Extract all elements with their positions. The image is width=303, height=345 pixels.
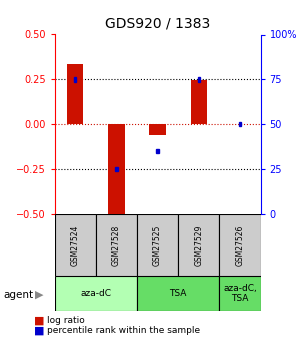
Bar [198,77,200,81]
Bar [96,214,137,276]
Bar [55,214,96,276]
Text: percentile rank within the sample: percentile rank within the sample [47,326,200,335]
Text: aza-dC,
TSA: aza-dC, TSA [223,284,257,303]
Text: ■: ■ [34,326,45,335]
Text: GSM27528: GSM27528 [112,224,121,266]
Text: agent: agent [3,290,33,300]
Bar [191,80,207,124]
Bar [219,214,261,276]
Bar [137,276,219,310]
Text: ■: ■ [34,315,45,325]
Bar [67,64,83,124]
Bar [74,77,76,81]
Text: GSM27526: GSM27526 [235,224,245,266]
Bar [149,124,166,135]
Text: GSM27524: GSM27524 [71,224,80,266]
Text: GSM27525: GSM27525 [153,224,162,266]
Text: aza-dC: aza-dC [80,289,111,298]
Bar [219,276,261,310]
Bar [108,124,125,217]
Text: GSM27529: GSM27529 [194,224,203,266]
Text: log ratio: log ratio [47,316,85,325]
Bar [156,149,159,153]
Bar [239,122,241,126]
Text: ▶: ▶ [35,290,44,300]
Bar [137,214,178,276]
Text: TSA: TSA [169,289,187,298]
Bar [178,214,219,276]
Bar [55,276,137,310]
Bar [115,167,118,171]
Title: GDS920 / 1383: GDS920 / 1383 [105,17,210,31]
